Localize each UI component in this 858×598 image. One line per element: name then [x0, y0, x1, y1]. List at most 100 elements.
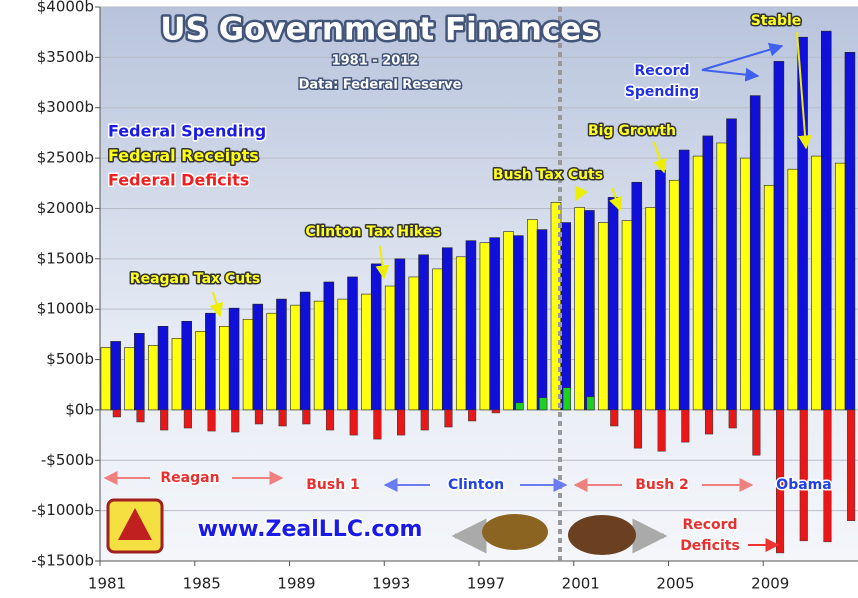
- bar: [384, 285, 396, 411]
- bar: [692, 155, 704, 411]
- bar: [134, 333, 145, 411]
- chart-subtitle: 1981 - 2012: [332, 54, 419, 69]
- pointer: [796, 31, 813, 150]
- bar: [181, 320, 192, 411]
- deficit-bar: [207, 409, 216, 432]
- y-tick-label: $500b: [46, 350, 94, 368]
- bar: [820, 30, 832, 411]
- bar: [124, 347, 135, 411]
- bear-icon: [568, 515, 636, 555]
- bar: [347, 276, 358, 411]
- bar: [276, 298, 287, 411]
- era-label: Obama: [776, 477, 831, 493]
- bar: [527, 219, 538, 411]
- deficit-bar: [681, 409, 690, 443]
- bar: [313, 300, 325, 411]
- annotation: Stable: [751, 13, 802, 29]
- bar: [574, 207, 585, 411]
- bar: [740, 157, 751, 411]
- bar: [584, 210, 595, 411]
- deficit-bar: [657, 409, 666, 452]
- y-tick-label: $3500b: [37, 48, 94, 66]
- bar: [100, 347, 112, 411]
- bar: [408, 276, 420, 411]
- era-label: Reagan: [160, 470, 219, 486]
- bar: [631, 181, 643, 411]
- bull-icon: [482, 514, 548, 550]
- bar: [702, 135, 714, 411]
- era-label: Bush 2: [635, 477, 689, 493]
- deficit-bar: [752, 409, 761, 456]
- annotation: Spending: [625, 84, 699, 100]
- y-tick-label: $4000b: [37, 0, 94, 16]
- bar: [560, 222, 571, 411]
- deficit-bar: [539, 397, 548, 411]
- bar: [228, 307, 240, 411]
- deficit-bar: [610, 409, 619, 427]
- bar: [503, 231, 514, 411]
- bar: [489, 237, 500, 411]
- y-axis-area: [0, 0, 100, 594]
- y-tick-label: $1500b: [37, 249, 94, 267]
- bar: [299, 291, 311, 411]
- bar: [726, 118, 737, 411]
- bar: [242, 318, 254, 411]
- annotation: Big Growth: [588, 123, 676, 139]
- bar: [787, 168, 799, 411]
- bar: [266, 312, 278, 411]
- chart-title: US Government Finances: [160, 12, 599, 48]
- x-tick-label: 1985: [183, 575, 221, 593]
- x-tick-label: 1981: [88, 575, 126, 593]
- pointer: [375, 245, 390, 280]
- footer-text: www.ZealLLC.com: [198, 517, 423, 542]
- deficit-bar: [823, 409, 832, 543]
- deficit-bar: [325, 409, 335, 431]
- y-tick-label: $0b: [65, 400, 94, 418]
- pointer: [701, 67, 760, 82]
- deficit-bar: [136, 409, 145, 423]
- era-label: Clinton: [448, 477, 504, 493]
- deficit-bar: [397, 409, 406, 436]
- y-tick-label: $2000b: [37, 199, 94, 217]
- bar: [361, 293, 372, 411]
- annotation: Reagan Tax Cuts: [130, 271, 260, 287]
- bar: [844, 52, 856, 411]
- bar: [171, 338, 183, 411]
- bar: [669, 179, 680, 411]
- deficit-bar: [704, 409, 714, 435]
- deficit-bar: [633, 409, 642, 449]
- bar: [148, 345, 159, 411]
- deficit-bar: [515, 402, 524, 411]
- bar: [370, 263, 382, 411]
- bar: [811, 155, 822, 411]
- x-tick-label: 2005: [656, 575, 694, 593]
- y-tick-label: -$1500b: [31, 552, 94, 570]
- deficit-bar: [799, 409, 808, 542]
- bar: [219, 326, 230, 411]
- deficit-bar: [160, 409, 169, 431]
- bar: [252, 303, 264, 411]
- bar: [513, 235, 524, 411]
- y-tick-label: $1000b: [37, 300, 94, 318]
- pointer: [575, 185, 588, 202]
- bar: [773, 61, 785, 411]
- deficit-bar: [373, 409, 382, 440]
- deficit-bar: [847, 409, 856, 521]
- bar: [432, 268, 443, 411]
- y-tick-label: -$500b: [41, 451, 94, 469]
- x-tick-label: 1989: [277, 575, 315, 593]
- bar: [441, 247, 453, 411]
- x-tick-label: 1997: [467, 575, 505, 593]
- deficit-bar: [776, 409, 785, 554]
- deficit-bar: [302, 409, 311, 425]
- deficit-bar: [278, 409, 287, 427]
- deficit-bar: [468, 409, 477, 422]
- bar: [607, 197, 619, 411]
- bar: [479, 242, 491, 411]
- decorations: [103, 31, 813, 555]
- deficit-bar: [444, 409, 453, 428]
- era-label: Bush 1: [306, 477, 360, 493]
- footer-text: Record: [682, 517, 737, 533]
- y-tick-label: -$1000b: [31, 501, 94, 519]
